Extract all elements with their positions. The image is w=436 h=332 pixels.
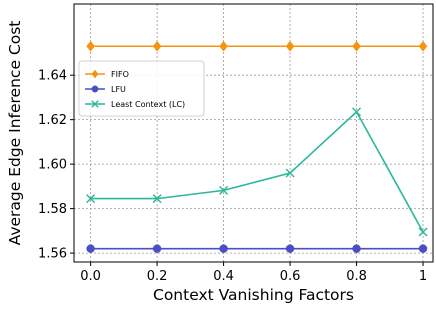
x-tick-label: 0.0 (80, 269, 101, 284)
series-circle (86, 244, 428, 253)
x-marker-stroke (91, 100, 99, 108)
series-layer (86, 40, 428, 253)
y-tick-label: 1.58 (38, 202, 67, 217)
data-point (86, 194, 96, 204)
data-point (285, 168, 295, 178)
data-point (418, 227, 428, 237)
data-point (418, 244, 428, 253)
legend-box (78, 60, 205, 117)
legend-marker (91, 85, 99, 93)
y-axis-title: Average Edge Inference Cost (6, 21, 24, 246)
ticks: 0.0 0.2 0.4 0.6 0.8 1 1.56 1.58 1.60 1.62 1.64 (38, 69, 427, 284)
data-point (285, 244, 295, 253)
legend-marker (91, 69, 99, 79)
data-point (152, 244, 162, 253)
x-marker-stroke (285, 168, 295, 178)
x-marker-stroke (219, 185, 229, 195)
data-point (152, 194, 162, 204)
legend-entry: FIFO (85, 69, 129, 79)
legend: FIFO LFU Least Context (LC) (78, 60, 205, 117)
x-tick-label: 0.2 (147, 269, 168, 284)
data-point (352, 107, 362, 117)
y-tick-label: 1.56 (38, 247, 67, 262)
legend-marker (91, 100, 99, 108)
data-point (219, 244, 228, 253)
x-axis-title: Context Vanishing Factors (153, 286, 354, 304)
data-point (352, 244, 361, 253)
data-point (219, 185, 229, 195)
data-point (219, 40, 228, 52)
x-marker-stroke (152, 194, 162, 204)
legend-entry: Least Context (LC) (85, 100, 185, 109)
data-point (418, 40, 428, 52)
legend-label: LFU (111, 85, 126, 94)
data-point (86, 40, 95, 52)
plot-frame (73, 3, 434, 263)
x-tick-label: 1 (419, 269, 427, 284)
x-marker-stroke (86, 194, 96, 204)
data-point (352, 40, 361, 52)
data-point (152, 40, 162, 52)
x-tick-label: 0.8 (346, 269, 367, 284)
data-point (86, 244, 95, 253)
data-point (285, 40, 295, 52)
legend-label: Least Context (LC) (111, 100, 185, 109)
x-tick-label: 0.6 (280, 269, 301, 284)
series-line (90, 110, 424, 233)
legend-label: FIFO (111, 70, 129, 79)
legend-entry: LFU (85, 85, 126, 94)
x-marker-stroke (418, 227, 428, 237)
y-tick-label: 1.64 (38, 69, 67, 84)
grid (74, 4, 433, 262)
x-marker-stroke (352, 107, 362, 117)
y-tick-label: 1.62 (38, 113, 67, 128)
x-tick-label: 0.4 (213, 269, 234, 284)
series-diamond (86, 40, 428, 52)
y-tick-label: 1.60 (38, 158, 67, 173)
series-x (86, 107, 428, 237)
